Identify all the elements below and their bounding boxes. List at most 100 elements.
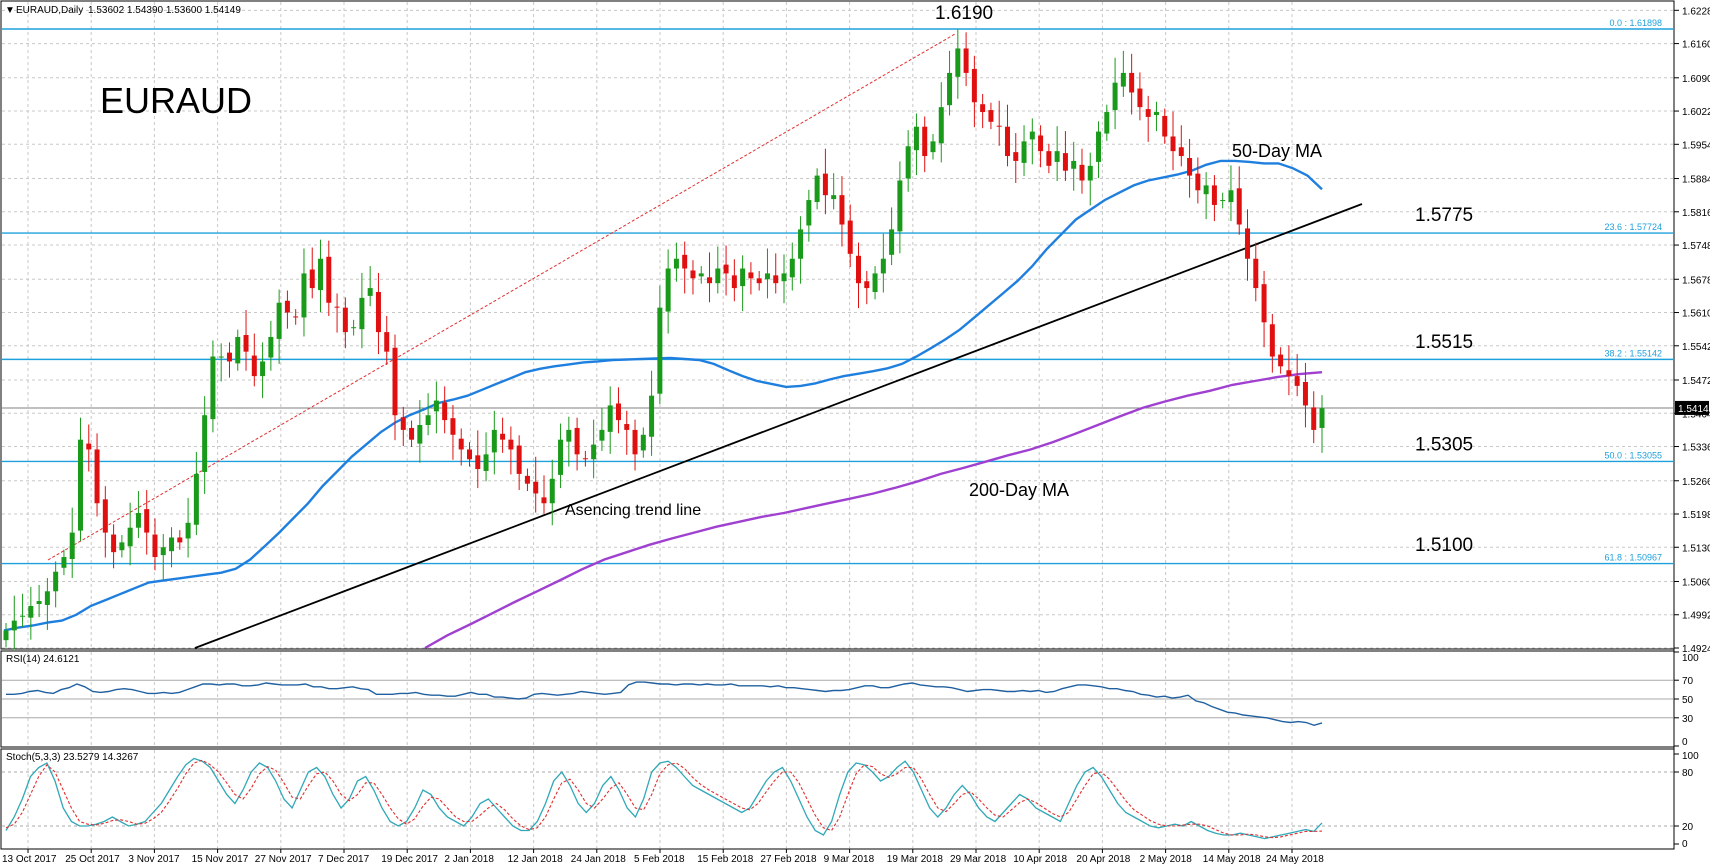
- stoch-panel: [0, 748, 1675, 850]
- price-tick-label: 1.52660: [1682, 477, 1710, 488]
- candle-body: [740, 268, 746, 287]
- candle-body: [632, 429, 638, 455]
- ma200-label: 200-Day MA: [969, 480, 1069, 500]
- ma200-line: [424, 371, 1323, 650]
- candle-body: [839, 195, 845, 225]
- candle-body: [1286, 370, 1292, 377]
- candle-body: [144, 509, 150, 533]
- candle-body: [251, 355, 257, 377]
- candle-body: [326, 256, 332, 303]
- candle-body: [1319, 408, 1325, 428]
- candle-body: [1071, 160, 1077, 169]
- candle-body: [599, 429, 605, 441]
- candle-body: [1178, 147, 1184, 157]
- candle-body: [831, 195, 837, 200]
- candle-body: [11, 620, 17, 631]
- candle-body: [1203, 185, 1209, 195]
- candle-body: [971, 68, 977, 103]
- candle-body: [235, 336, 241, 364]
- candle-body: [856, 255, 862, 284]
- date-tick-label: 15 Nov 2017: [192, 854, 249, 865]
- price-tick-label: 1.59540: [1682, 140, 1710, 151]
- candle-body: [284, 300, 290, 313]
- price-tick-label: 1.51300: [1682, 543, 1710, 554]
- candle-body: [1228, 190, 1234, 203]
- candle-body: [36, 601, 42, 604]
- candle-body: [243, 335, 249, 352]
- price-tick-label: 1.61600: [1682, 40, 1710, 51]
- candle-body: [1096, 131, 1102, 162]
- candle-body: [889, 229, 895, 255]
- candle-body: [450, 418, 456, 435]
- candle-body: [1269, 324, 1275, 357]
- price-tick-label: 1.50600: [1682, 577, 1710, 588]
- candle-body: [756, 278, 762, 284]
- ascending-trend-line: [194, 203, 1363, 649]
- candle-body: [1046, 151, 1052, 166]
- candle-body: [1137, 88, 1143, 108]
- candle-body: [491, 429, 497, 453]
- date-tick-label: 2 May 2018: [1140, 854, 1193, 865]
- candle-body: [44, 591, 50, 605]
- date-tick-label: 3 Nov 2017: [128, 854, 180, 865]
- date-tick-label: 2 Jan 2018: [444, 854, 494, 865]
- candle-body: [773, 275, 779, 284]
- price-tick-label: 1.60900: [1682, 74, 1710, 85]
- candle-body: [1145, 109, 1151, 117]
- stoch-axis: 100 80 20 0: [1674, 751, 1699, 850]
- candle-body: [3, 630, 9, 641]
- candle-body: [798, 229, 804, 259]
- candle-body: [814, 175, 820, 203]
- level-label: 1.5515: [1415, 332, 1473, 353]
- date-tick-label: 29 Mar 2018: [950, 854, 1007, 865]
- candle-body: [69, 532, 75, 559]
- date-tick-label: 7 Dec 2017: [318, 854, 370, 865]
- candles: [3, 29, 1325, 650]
- candle-body: [1311, 407, 1317, 430]
- candle-body: [1162, 115, 1168, 137]
- candle-body: [1104, 112, 1110, 134]
- current-price-label: 1.54149: [1678, 404, 1710, 415]
- candle-body: [193, 473, 199, 525]
- candle-body: [1278, 354, 1284, 367]
- candle-body: [897, 180, 903, 232]
- candle-body: [640, 434, 646, 451]
- candle-body: [980, 104, 986, 113]
- candle-body: [822, 173, 828, 196]
- candle-body: [582, 458, 588, 460]
- fib-label: 23.6 : 1.57724: [1604, 222, 1662, 232]
- candle-body: [1211, 185, 1217, 205]
- candle-body: [86, 443, 92, 450]
- date-tick-label: 27 Feb 2018: [760, 854, 817, 865]
- candle-body: [367, 288, 373, 296]
- rsi-tick-label: 0: [1682, 737, 1688, 748]
- candle-body: [707, 277, 713, 284]
- candle-body: [533, 481, 539, 494]
- candle-body: [938, 107, 944, 144]
- fib-label: 50.0 : 1.53055: [1604, 450, 1662, 460]
- candle-body: [127, 527, 133, 547]
- candle-body: [400, 417, 406, 430]
- stoch-tick-label: 0: [1682, 839, 1688, 850]
- price-tick-label: 1.49240: [1682, 644, 1710, 655]
- candle-body: [20, 615, 26, 617]
- candle-body: [930, 141, 936, 153]
- candle-body: [996, 125, 1002, 127]
- price-tick-label: 1.58840: [1682, 175, 1710, 186]
- candle-body: [615, 403, 621, 421]
- candle-body: [748, 272, 754, 279]
- candle-body: [177, 537, 183, 543]
- rsi-tick-label: 100: [1682, 653, 1699, 664]
- candle-body: [1112, 82, 1118, 111]
- candle-body: [359, 297, 365, 330]
- candle-body: [665, 268, 671, 312]
- candle-body: [657, 307, 663, 394]
- rsi-line: [6, 681, 1323, 727]
- candle-body: [1294, 376, 1300, 386]
- level-labels: 1.6190 1.5775 1.5515 1.5305 1.5100: [935, 3, 1473, 556]
- candle-body: [61, 557, 67, 568]
- candle-body: [723, 264, 729, 274]
- header-marker[interactable]: ▼: [5, 5, 15, 16]
- candle-body: [226, 352, 232, 362]
